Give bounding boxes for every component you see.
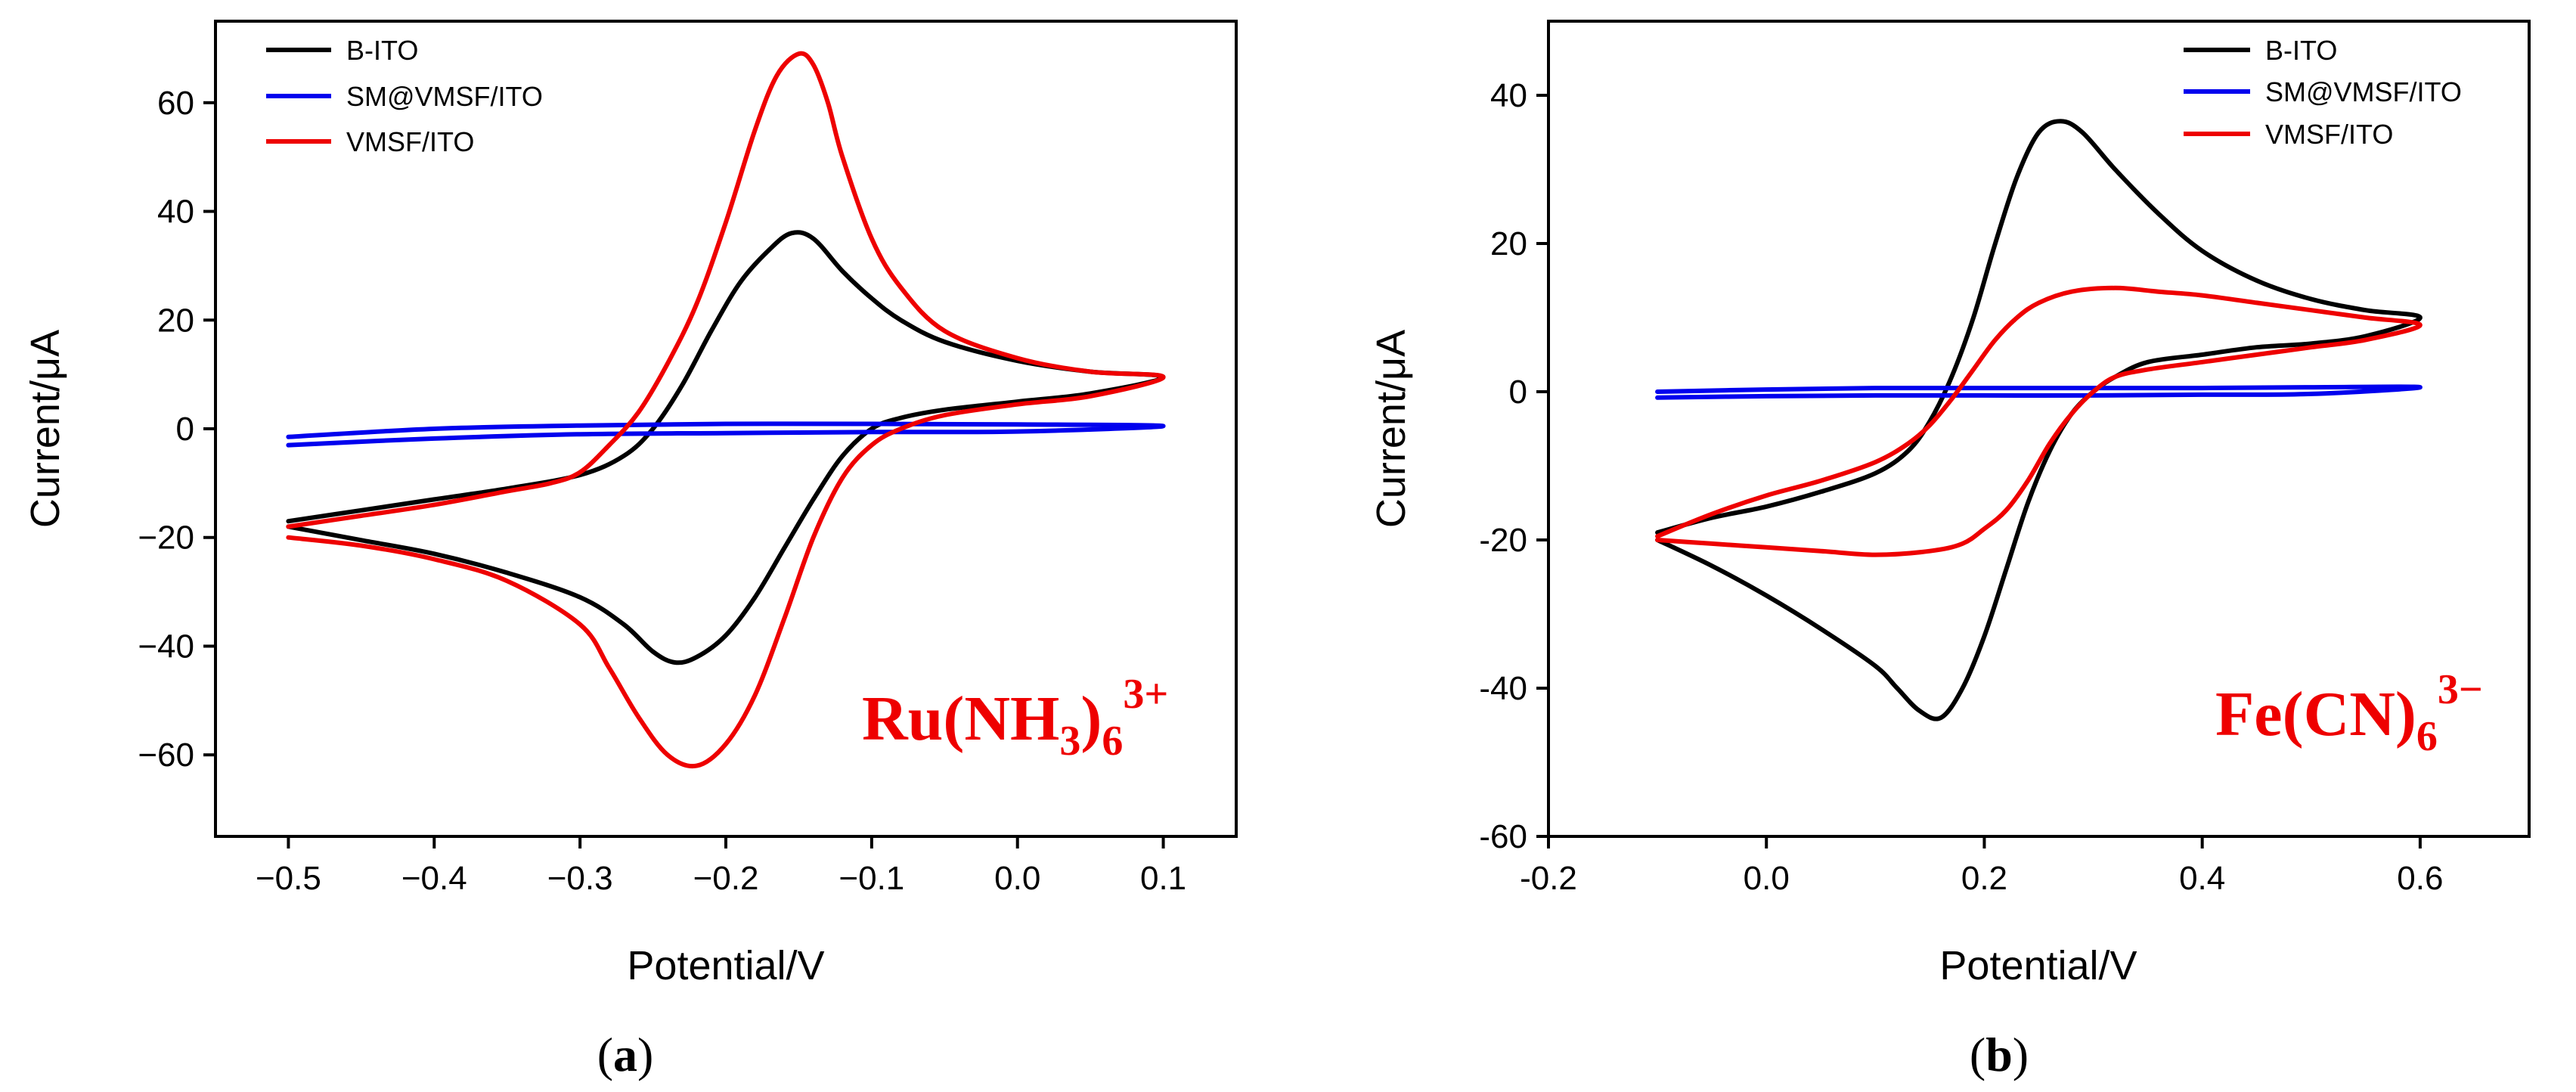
x-tick-label-a-0: −0.5	[256, 860, 321, 897]
legend-b: B-ITO SM@VMSF/ITO VMSF/ITO	[2184, 35, 2462, 150]
y-tick-label-a-3: 0	[176, 411, 194, 448]
x-axis-title-a: Potential/V	[627, 943, 824, 988]
panel-a: −0.5 −0.4 −0.3 −0.2 −0.1 0.0 0.1 −60 −40 −20 0 20 40…	[23, 20, 1238, 1081]
series-line-b-b-ito	[1655, 119, 2423, 721]
series-line-a-vmsf-ito	[286, 51, 1166, 769]
y-tick-label-b-0: -60	[1479, 818, 1527, 855]
y-tick-label-a-4: 20	[157, 302, 194, 339]
legend-label-b-ito-b: B-ITO	[2265, 35, 2337, 66]
plot-frame-b	[1547, 20, 2531, 838]
x-tick-label-b-4: 0.6	[2397, 860, 2443, 897]
y-tick-label-a-5: 40	[157, 194, 194, 231]
panel-label-a-open: (	[597, 1028, 613, 1081]
species-b-base: Fe(CN)	[2215, 679, 2416, 749]
panel-label-b-close: )	[2013, 1028, 2029, 1081]
y-axis-title-a: Current/μA	[23, 330, 68, 528]
axes-ticks-a: −0.5 −0.4 −0.3 −0.2 −0.1 0.0 0.1 −60 −40 −20 0 20 40…	[138, 85, 1186, 897]
y-tick-label-a-0: −60	[138, 737, 194, 774]
x-tick-label-b-3: 0.4	[2179, 860, 2225, 897]
y-axis-title-b: Current/μA	[1369, 330, 1414, 528]
species-a-mid: )	[1080, 684, 1102, 754]
series-layer-b	[1655, 119, 2423, 721]
x-tick-label-a-3: −0.2	[693, 860, 759, 897]
legend-label-vmsf-ito-b: VMSF/ITO	[2265, 119, 2393, 150]
panel-label-a-letter: a	[613, 1028, 637, 1081]
species-a-sub1: 3	[1059, 718, 1080, 765]
species-annotation-b: Fe(CN)63−	[2215, 666, 2483, 760]
x-tick-label-a-2: −0.3	[547, 860, 613, 897]
series-line-a-b-ito	[286, 230, 1166, 665]
x-axis-title-b: Potential/V	[1939, 943, 2137, 988]
species-b-sub2: 6	[2416, 713, 2438, 760]
y-tick-label-b-5: 40	[1490, 77, 1527, 114]
axes-ticks-b: -0.2 0.0 0.2 0.4 0.6 -60 -40 -20 0 20 40	[1479, 77, 2443, 897]
panel-label-b-open: (	[1970, 1028, 1985, 1081]
y-tick-label-b-1: -40	[1479, 670, 1527, 707]
species-a-sub2: 6	[1102, 718, 1123, 765]
y-tick-label-b-4: 20	[1490, 225, 1527, 262]
y-tick-label-a-6: 60	[157, 85, 194, 122]
panel-b: -0.2 0.0 0.2 0.4 0.6 -60 -40 -20 0 20 40 B-ITO SM@…	[1369, 20, 2531, 1081]
y-tick-label-a-2: −20	[138, 520, 194, 557]
x-tick-label-a-6: 0.1	[1140, 860, 1186, 897]
species-a-base: Ru(NH	[862, 684, 1059, 754]
legend-a: B-ITO SM@VMSF/ITO VMSF/ITO	[266, 35, 543, 157]
x-tick-label-b-2: 0.2	[1961, 860, 2007, 897]
legend-label-b-ito: B-ITO	[346, 35, 418, 66]
y-tick-label-b-3: 0	[1509, 374, 1527, 411]
species-annotation-a: Ru(NH3)63+	[862, 671, 1168, 765]
legend-label-sm-vmsf-ito-b: SM@VMSF/ITO	[2265, 76, 2462, 107]
species-a-sup: 3+	[1123, 671, 1168, 718]
y-tick-label-a-1: −40	[138, 628, 194, 665]
series-line-a-sm-vmsf-ito	[286, 421, 1166, 448]
species-b-sup: 3−	[2438, 666, 2483, 713]
series-line-b-sm-vmsf-ito	[1655, 384, 2423, 400]
x-tick-label-a-4: −0.1	[839, 860, 904, 897]
panel-label-b-letter: b	[1985, 1028, 2013, 1081]
panel-label-b: (b)	[1970, 1028, 2029, 1081]
x-tick-label-b-0: -0.2	[1520, 860, 1577, 897]
legend-label-vmsf-ito: VMSF/ITO	[346, 126, 474, 157]
panel-label-a: (a)	[597, 1028, 654, 1081]
y-tick-label-b-2: -20	[1479, 522, 1527, 559]
x-tick-label-b-1: 0.0	[1744, 860, 1790, 897]
x-tick-label-a-5: 0.0	[994, 860, 1040, 897]
series-layer-a	[286, 51, 1166, 769]
legend-label-sm-vmsf-ito: SM@VMSF/ITO	[346, 81, 543, 112]
series-line-b-vmsf-ito	[1655, 285, 2423, 557]
x-tick-label-a-1: −0.4	[401, 860, 467, 897]
panel-label-a-close: )	[637, 1028, 653, 1081]
